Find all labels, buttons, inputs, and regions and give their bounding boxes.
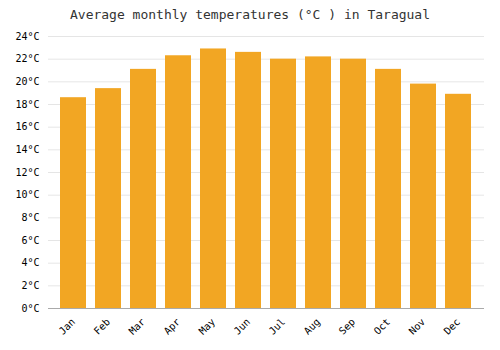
svg-text:Sep: Sep bbox=[337, 316, 358, 337]
svg-text:Nov: Nov bbox=[407, 316, 428, 337]
svg-text:12°C: 12°C bbox=[15, 167, 39, 178]
svg-text:8°C: 8°C bbox=[21, 212, 39, 223]
svg-text:18°C: 18°C bbox=[15, 99, 39, 110]
svg-text:0°C: 0°C bbox=[21, 303, 39, 314]
svg-text:22°C: 22°C bbox=[15, 53, 39, 64]
svg-text:Oct: Oct bbox=[372, 316, 393, 337]
html-text:Average monthly temperatures (: Average monthly temperatures (°C ) in Ta… bbox=[70, 7, 430, 22]
svg-text:2°C: 2°C bbox=[21, 280, 39, 291]
svg-text:24°C: 24°C bbox=[15, 31, 39, 42]
svg-text:Jan: Jan bbox=[57, 316, 78, 337]
svg-text:Dec: Dec bbox=[442, 316, 463, 337]
svg-text:Mar: Mar bbox=[127, 316, 148, 337]
svg-text:6°C: 6°C bbox=[21, 235, 39, 246]
svg-text:10°C: 10°C bbox=[15, 189, 39, 200]
svg-text:20°C: 20°C bbox=[15, 76, 39, 87]
svg-text:Jul: Jul bbox=[267, 316, 288, 337]
svg-text:16°C: 16°C bbox=[15, 121, 39, 132]
svg-text:Feb: Feb bbox=[92, 316, 113, 337]
svg-text:Jun: Jun bbox=[232, 316, 253, 337]
svg-text:May: May bbox=[197, 316, 218, 337]
svg-text:Aug: Aug bbox=[302, 316, 323, 337]
svg-text:Apr: Apr bbox=[162, 316, 183, 337]
svg-text:14°C: 14°C bbox=[15, 144, 39, 155]
svg-text:4°C: 4°C bbox=[21, 257, 39, 268]
